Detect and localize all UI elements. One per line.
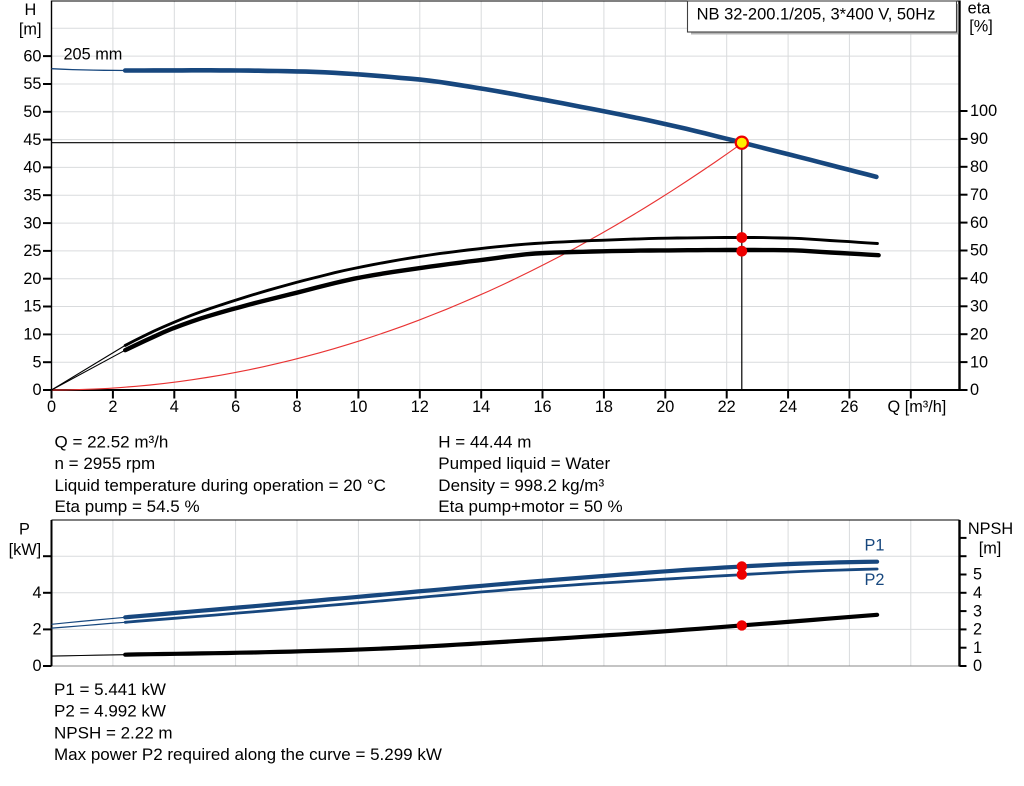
- svg-text:70: 70: [970, 186, 988, 204]
- svg-text:P2 = 4.992 kW: P2 = 4.992 kW: [54, 701, 166, 720]
- svg-text:25: 25: [23, 242, 41, 260]
- svg-text:80: 80: [970, 158, 988, 176]
- svg-text:[%]: [%]: [969, 18, 993, 36]
- svg-text:Density = 998.2 kg/m³: Density = 998.2 kg/m³: [438, 476, 604, 495]
- svg-text:Q [m³/h]: Q [m³/h]: [888, 398, 947, 416]
- svg-text:10: 10: [23, 326, 41, 344]
- svg-text:4: 4: [170, 398, 179, 416]
- svg-text:[m]: [m]: [19, 21, 42, 39]
- svg-text:Pumped liquid = Water: Pumped liquid = Water: [438, 454, 610, 473]
- svg-text:10: 10: [970, 353, 988, 371]
- svg-text:6: 6: [231, 398, 240, 416]
- svg-text:P1 = 5.441 kW: P1 = 5.441 kW: [54, 680, 166, 699]
- svg-text:16: 16: [533, 398, 551, 416]
- svg-text:[m]: [m]: [979, 540, 1002, 558]
- svg-text:Eta pump+motor = 50 %: Eta pump+motor = 50 %: [438, 497, 622, 516]
- svg-text:[kW]: [kW]: [9, 541, 42, 559]
- svg-text:2: 2: [973, 621, 982, 639]
- svg-text:20: 20: [656, 398, 674, 416]
- svg-text:50: 50: [23, 103, 41, 121]
- svg-text:eta: eta: [968, 0, 992, 18]
- svg-text:14: 14: [472, 398, 490, 416]
- svg-text:8: 8: [292, 398, 301, 416]
- svg-text:90: 90: [970, 130, 988, 148]
- svg-text:26: 26: [840, 398, 858, 416]
- svg-text:205 mm: 205 mm: [64, 46, 123, 64]
- svg-text:Liquid temperature during oper: Liquid temperature during operation = 20…: [55, 476, 386, 495]
- svg-text:Eta pump = 54.5 %: Eta pump = 54.5 %: [55, 497, 200, 516]
- svg-text:20: 20: [23, 270, 41, 288]
- svg-text:45: 45: [23, 131, 41, 149]
- svg-text:55: 55: [23, 75, 41, 93]
- svg-text:NPSH: NPSH: [968, 520, 1013, 538]
- svg-text:2: 2: [108, 398, 117, 416]
- svg-text:0: 0: [32, 381, 41, 399]
- svg-text:35: 35: [23, 186, 41, 204]
- svg-text:12: 12: [411, 398, 429, 416]
- svg-text:50: 50: [970, 242, 988, 260]
- svg-text:P: P: [19, 521, 30, 539]
- svg-text:15: 15: [23, 298, 41, 316]
- svg-text:5: 5: [973, 566, 982, 584]
- svg-text:1: 1: [973, 639, 982, 657]
- svg-text:Max power P2 required along th: Max power P2 required along the curve = …: [54, 745, 442, 764]
- svg-text:20: 20: [970, 325, 988, 343]
- svg-text:H = 44.44 m: H = 44.44 m: [438, 433, 531, 452]
- svg-text:18: 18: [595, 398, 613, 416]
- svg-text:NPSH = 2.22 m: NPSH = 2.22 m: [54, 724, 173, 743]
- svg-text:4: 4: [973, 584, 982, 602]
- svg-text:60: 60: [23, 47, 41, 65]
- svg-text:24: 24: [779, 398, 797, 416]
- svg-text:10: 10: [349, 398, 367, 416]
- svg-text:0: 0: [970, 381, 979, 399]
- svg-text:40: 40: [970, 270, 988, 288]
- svg-text:NB 32-200.1/205, 3*400 V, 50Hz: NB 32-200.1/205, 3*400 V, 50Hz: [697, 5, 936, 23]
- svg-text:Q = 22.52 m³/h: Q = 22.52 m³/h: [55, 433, 169, 452]
- svg-text:P2: P2: [865, 571, 885, 589]
- svg-text:n = 2955 rpm: n = 2955 rpm: [55, 454, 156, 473]
- svg-text:0: 0: [32, 657, 41, 675]
- svg-text:5: 5: [32, 353, 41, 371]
- svg-text:40: 40: [23, 159, 41, 177]
- svg-text:30: 30: [23, 214, 41, 232]
- svg-text:0: 0: [973, 657, 982, 675]
- svg-text:0: 0: [47, 398, 56, 416]
- svg-text:4: 4: [32, 584, 41, 602]
- svg-text:22: 22: [718, 398, 736, 416]
- svg-text:60: 60: [970, 214, 988, 232]
- svg-text:P1: P1: [865, 536, 885, 554]
- svg-text:30: 30: [970, 298, 988, 316]
- svg-text:H: H: [25, 1, 37, 19]
- svg-text:3: 3: [973, 602, 982, 620]
- svg-text:2: 2: [32, 621, 41, 639]
- svg-text:100: 100: [970, 102, 997, 120]
